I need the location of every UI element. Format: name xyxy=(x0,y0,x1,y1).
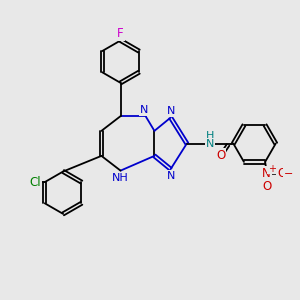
Text: −: − xyxy=(284,169,293,179)
Text: N: N xyxy=(262,167,271,180)
Text: O: O xyxy=(277,167,286,180)
Text: O: O xyxy=(262,180,271,193)
Text: +: + xyxy=(268,164,276,174)
Text: H: H xyxy=(206,131,214,141)
Text: NH: NH xyxy=(112,173,129,183)
Text: N: N xyxy=(206,139,214,148)
Text: N: N xyxy=(167,171,175,181)
Text: O: O xyxy=(216,149,225,162)
Text: N: N xyxy=(140,105,148,115)
Text: N: N xyxy=(167,106,175,116)
Text: F: F xyxy=(117,28,124,40)
Text: Cl: Cl xyxy=(29,176,41,189)
